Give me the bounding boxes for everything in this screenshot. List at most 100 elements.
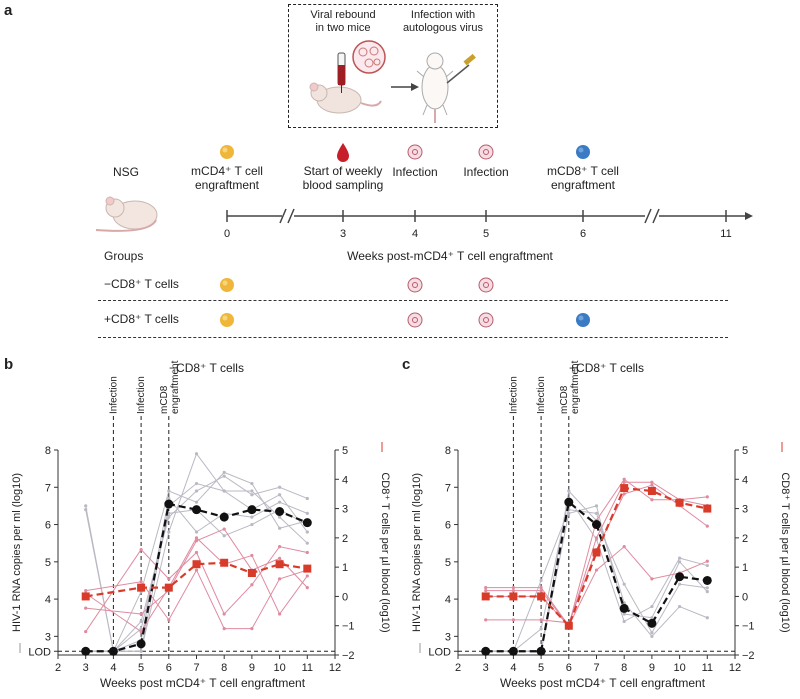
individual-cd8-point [222,627,226,631]
median-cd8-point [164,583,173,592]
individual-cd8-point [705,495,709,499]
individual-cd8-line [85,546,308,632]
yellow-cell-icon [220,313,234,327]
x-axis-label: Weeks post mCD4⁺ T cell engraftment [100,676,306,690]
x-tick-label: 4 [110,662,116,674]
individual-hiv-point [278,526,282,530]
event-label-0: mCD4⁺ T cell engraftment [191,164,263,192]
inset-left-label: Viral rebound in two mice [310,9,376,35]
event-line-label: Infection [536,376,547,414]
individual-hiv-point [84,508,88,512]
individual-hiv-point [594,511,599,515]
individual-cd8-point [484,618,488,622]
event-line-label: engraftment [570,360,581,414]
y-left-tick-label: 5 [45,557,51,569]
individual-hiv-point [167,489,171,493]
individual-hiv-point [222,470,226,474]
chart-title: −CD8⁺ T cells [169,361,244,375]
y-right-tick-label: 3 [742,504,748,516]
median-cd8-point [509,592,518,601]
event-line-label: mCD8 [159,385,170,414]
median-cd8-point [675,498,684,507]
y-right-tick-label: −2 [742,650,755,662]
y-right-tick-label: 4 [742,474,748,486]
individual-cd8-point [511,618,515,622]
x-tick-label: 6 [166,662,172,674]
event-line-label: mCD8 [559,385,570,414]
individual-cd8-point [139,629,143,634]
y-right-tick-label: 1 [742,562,748,574]
individual-cd8-point [650,577,654,581]
individual-cd8-point [139,547,143,552]
individual-hiv-line [485,509,708,652]
week-tick-0: 0 [223,228,231,240]
y-left-tick-label: 6 [445,520,451,532]
timeline-axis-label: Weeks post-mCD4⁺ T cell engraftment [347,249,553,263]
virus-magnifier-icon [352,40,386,74]
median-cd8-point [81,592,90,601]
individual-hiv-point [167,530,171,534]
individual-hiv-point [622,601,626,605]
median-hiv-point [564,497,574,507]
x-tick-label: 5 [138,662,144,674]
x-tick-label: 2 [455,662,461,674]
individual-cd8-point [278,545,282,549]
event-line-label: engraftment [170,360,181,414]
median-hiv-point [81,646,91,656]
x-tick-label: 7 [193,662,199,674]
y-left-tick-label: 6 [45,520,51,532]
median-hiv-point [647,618,657,628]
individual-hiv-point [622,612,626,616]
individual-cd8-point [622,492,626,496]
individual-hiv-point [194,530,199,534]
x-tick-label: 8 [621,662,627,674]
y-left-tick-label: 7 [45,482,51,494]
x-tick-label: 8 [221,662,227,674]
individual-hiv-point [705,590,709,594]
inset-illustration [309,40,476,123]
individual-cd8-point [511,588,515,593]
individual-hiv-point [84,504,88,508]
blood-drop-icon [337,143,349,162]
x-tick-label: 4 [510,662,516,674]
yellow-cell-icon [220,145,234,159]
individual-hiv-point [678,582,682,586]
group-divider [98,300,728,301]
median-hiv-point [702,575,712,585]
x-tick-label: 11 [302,662,313,674]
individual-cd8-point [650,498,654,502]
y-left-tick-label: 4 [45,594,51,606]
individual-hiv-point [194,489,199,493]
x-tick-label: 12 [729,662,741,674]
median-hiv-point [136,639,146,649]
chart-title: +CD8⁺ T cells [569,361,644,375]
arrow-icon [391,83,419,91]
y-right-tick-label: 4 [342,474,348,486]
y-left-tick-label: 7 [445,482,451,494]
individual-hiv-point [222,534,226,538]
individual-cd8-point [705,559,709,563]
timeline-diagram [95,143,753,328]
week-tick-4: 4 [411,228,419,240]
individual-cd8-point [484,586,488,590]
median-cd8-line [485,486,708,628]
median-hiv-point [619,603,629,613]
individual-hiv-point [622,619,626,624]
virus-icon [407,277,423,293]
individual-cd8-point [705,524,709,528]
median-hiv-point [219,512,229,522]
individual-cd8-point [539,618,543,622]
virus-icon [478,144,494,160]
individual-hiv-point [139,619,143,624]
individual-hiv-point [539,627,543,631]
x-tick-label: 3 [483,662,489,674]
x-tick-label: 9 [249,662,255,674]
individual-hiv-line [85,497,308,652]
individual-hiv-point [278,485,282,489]
individual-cd8-point [594,568,599,572]
median-cd8-point [247,569,256,577]
individual-hiv-point [650,604,654,609]
individual-hiv-point [678,604,682,609]
median-cd8-point [192,560,201,569]
individual-cd8-point [250,553,254,558]
